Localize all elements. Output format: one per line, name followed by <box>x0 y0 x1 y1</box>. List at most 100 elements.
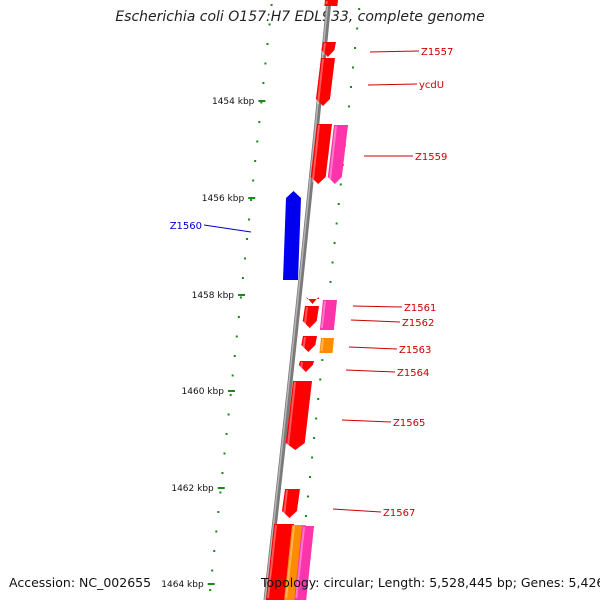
scale-tick-label: 1456 kbp <box>202 194 245 204</box>
tick-dot <box>213 550 216 552</box>
tick-dot <box>352 66 355 69</box>
tick-dot <box>229 394 232 396</box>
scale-ticks: 1454 kbp 1456 kbp 1458 kbp 1460 kbp 1462 kbp… <box>161 97 266 590</box>
tick-dot <box>268 23 271 26</box>
gene-feature-sheen <box>299 361 303 371</box>
gene-feature <box>301 336 317 352</box>
scale-tick-label: 1454 kbp <box>212 97 255 107</box>
tick-dot <box>356 27 359 30</box>
tick-dot <box>319 378 322 381</box>
gene-feature <box>327 125 348 184</box>
tick-dot <box>254 160 257 162</box>
tick-dot <box>246 238 249 240</box>
gene-leader-line <box>332 508 382 513</box>
gene-label[interactable]: Z1567 <box>383 508 415 519</box>
tick-dot <box>335 222 338 225</box>
gene-leader-line <box>352 305 403 308</box>
genome-title: Escherichia coli O157:H7 EDL933, complet… <box>115 9 485 25</box>
tick-dot <box>266 43 269 45</box>
gene-feature <box>298 361 314 372</box>
tick-dot <box>321 359 324 361</box>
scale-tick-mark <box>217 487 225 489</box>
gene-feature <box>315 58 335 106</box>
scale-tick-mark <box>258 100 266 102</box>
tick-dot <box>209 589 212 591</box>
gene-leader-line <box>369 50 420 53</box>
gene-feature-sheen <box>282 489 288 517</box>
gene-feature <box>321 42 336 57</box>
gene-feature-sheen <box>320 300 326 329</box>
gene-feature-sheen <box>295 526 305 599</box>
gene-label[interactable]: Z1561 <box>404 303 436 314</box>
scale-tick-label: 1460 kbp <box>182 387 225 397</box>
gene-feature-sheen <box>302 336 306 351</box>
tick-dot <box>227 413 230 416</box>
outer-tick-track <box>209 4 273 591</box>
gene-label[interactable]: Z1564 <box>397 368 429 379</box>
gene-label[interactable]: Z1563 <box>399 345 431 356</box>
tick-dot <box>241 277 244 279</box>
tick-dot <box>239 296 242 299</box>
gene-feature-sheen <box>274 191 286 279</box>
scale-tick-label: 1464 kbp <box>161 580 204 590</box>
gene-leader-line <box>345 369 396 373</box>
gene-leader-line <box>367 83 418 86</box>
scale-tick-label: 1462 kbp <box>171 484 214 494</box>
scale-tick-mark <box>238 294 246 296</box>
gene-leader-line <box>203 224 252 233</box>
gene-label[interactable]: Z1562 <box>402 318 434 329</box>
gene-label[interactable]: Z1559 <box>415 152 447 163</box>
tick-dot <box>347 105 350 108</box>
tick-dot <box>211 569 214 572</box>
gene-feature-sheen <box>286 381 296 449</box>
gene-features <box>266 0 348 600</box>
gene-feature-sheen <box>311 124 320 183</box>
tick-dot <box>225 433 228 435</box>
gene-labels: Z1557 ycdU Z1559 Z1560 Z1561 Z1562 Z1563 Z1564 Z… <box>170 47 454 519</box>
tick-dot <box>337 203 340 205</box>
tick-dot <box>306 495 309 498</box>
tick-dot <box>262 82 265 84</box>
tick-dot <box>248 218 251 221</box>
tick-dot <box>215 530 218 533</box>
gene-label[interactable]: Z1560 <box>170 221 202 232</box>
gene-leader-line <box>341 419 392 423</box>
gene-label[interactable]: Z1565 <box>393 418 425 429</box>
tick-dot <box>333 242 336 244</box>
gene-feature-sheen <box>320 338 324 352</box>
tick-dot <box>309 476 312 478</box>
tick-dot <box>219 491 222 494</box>
gene-feature <box>285 381 312 450</box>
tick-dot <box>331 261 334 264</box>
gene-label[interactable]: ycdU <box>419 80 444 91</box>
tick-dot <box>304 515 307 517</box>
gene-feature-sheen <box>325 0 328 5</box>
gene-leader-line <box>348 346 398 350</box>
tick-dot <box>243 257 246 260</box>
gene-label[interactable]: Z1557 <box>421 47 453 58</box>
tick-dot <box>258 121 261 123</box>
gene-feature-sheen <box>303 306 308 327</box>
tick-dot <box>313 437 316 439</box>
tick-dot <box>217 511 220 513</box>
gene-feature-sheen <box>307 299 310 303</box>
tick-dot <box>223 452 226 455</box>
gene-feature <box>319 338 334 353</box>
tick-dot <box>221 472 224 474</box>
scale-tick-mark <box>207 583 215 585</box>
tick-dot <box>358 8 361 10</box>
tick-dot <box>264 62 267 65</box>
tick-dot <box>354 47 357 49</box>
scale-tick-label: 1458 kbp <box>192 291 235 301</box>
gene-feature-sheen <box>316 58 324 105</box>
tick-dot <box>270 4 273 6</box>
gene-feature <box>324 0 338 6</box>
tick-dot <box>231 374 234 377</box>
gene-feature-sheen <box>285 525 295 599</box>
tick-dot <box>317 398 320 400</box>
tick-dot <box>315 417 318 420</box>
gene-feature <box>302 306 319 328</box>
gene-feature-sheen <box>328 125 337 183</box>
scale-tick-mark <box>248 197 256 199</box>
gene-feature-sheen <box>267 524 277 599</box>
